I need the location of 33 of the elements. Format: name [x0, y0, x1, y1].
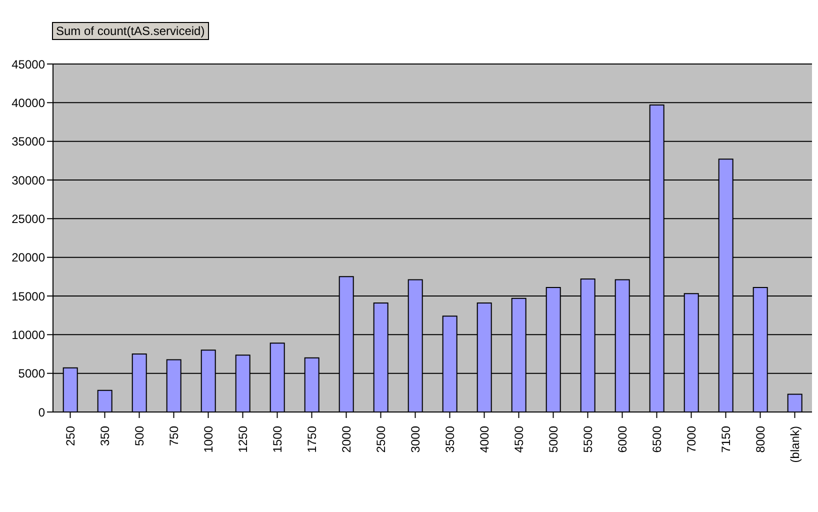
x-tick-label: 1250: [236, 426, 250, 453]
y-tick-label: 20000: [12, 250, 46, 265]
y-tick-label: 0: [38, 405, 46, 420]
x-tick-label: 5000: [546, 426, 560, 453]
x-tick-label: 8000: [753, 426, 768, 453]
x-tick-label: 4500: [512, 426, 526, 453]
x-tick-label: 1000: [201, 426, 216, 453]
x-tick-label: 6500: [650, 426, 664, 453]
y-tick-label: 40000: [12, 96, 46, 110]
x-tick-label: 250: [63, 426, 78, 446]
x-tick-label: 1750: [304, 426, 319, 453]
x-tick-label: 350: [98, 426, 112, 446]
y-tick-label: 15000: [12, 289, 46, 304]
y-tick-label: 45000: [12, 57, 46, 72]
x-tick-label: 3000: [408, 426, 422, 453]
x-tick-label: 7000: [684, 426, 698, 453]
x-tick-label: 4000: [477, 426, 492, 453]
y-tick-label: 25000: [12, 212, 46, 226]
y-tick-label: 5000: [18, 366, 46, 381]
x-tick-label: 1500: [270, 426, 284, 453]
x-tick-label: 750: [166, 426, 181, 446]
x-tick-label: 3500: [442, 426, 457, 453]
x-tick-label: 6000: [615, 426, 630, 453]
x-tick-label: 500: [132, 426, 146, 446]
x-tick-label: (blank): [788, 426, 802, 463]
x-tick-label: 7150: [718, 426, 733, 453]
x-tick-label: 2500: [374, 426, 388, 453]
x-tick-label: 2000: [339, 426, 354, 453]
y-tick-label: 10000: [12, 328, 46, 342]
x-tick-label: 5500: [580, 426, 595, 453]
y-tick-label: 35000: [12, 134, 46, 149]
y-tick-label: 30000: [12, 173, 46, 188]
text: Sum of count(tAS.serviceid): [56, 24, 205, 38]
